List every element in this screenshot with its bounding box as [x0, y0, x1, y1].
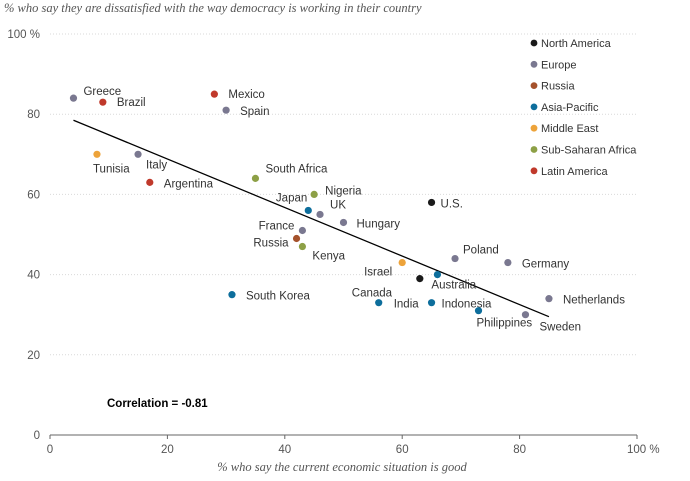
x-tick-label: 60	[396, 444, 409, 456]
point-label-argentina: Argentina	[164, 178, 214, 190]
point-germany	[504, 258, 512, 267]
point-label-sweden: Sweden	[539, 322, 581, 334]
point-label-japan: Japan	[276, 192, 307, 204]
point-netherlands	[545, 295, 553, 303]
y-tick-label: 40	[27, 270, 40, 282]
point-brazil	[99, 98, 107, 106]
legend-label-russia: Russia	[541, 81, 576, 93]
point-australia	[433, 271, 442, 279]
y-tick-label: 80	[27, 109, 40, 121]
legend-marker-europe	[530, 60, 538, 68]
point-india	[375, 299, 383, 307]
point-label-indonesia: Indonesia	[442, 299, 492, 311]
point-philippines	[474, 307, 483, 315]
point-label-hungary: Hungary	[357, 218, 401, 230]
point-france	[298, 226, 307, 235]
point-south-korea	[228, 291, 236, 299]
legend-label-europe: Europe	[541, 59, 576, 71]
point-indonesia	[427, 299, 436, 307]
point-label-south-africa: South Africa	[265, 163, 328, 175]
legend: North America Europe Russia Asia-Pacific Mid…	[530, 38, 637, 178]
point-label-india: India	[394, 299, 420, 311]
y-axis: 0 20 40 60 80 100 %	[7, 29, 637, 442]
point-u-s	[427, 198, 436, 207]
point-label-israel: Israel	[364, 267, 392, 279]
point-canada	[416, 275, 424, 283]
legend-label-north-america: North America	[541, 38, 612, 50]
trendline	[73, 119, 550, 318]
point-poland	[451, 254, 459, 263]
point-label-australia: Australia	[431, 280, 476, 292]
x-tick-label: 80	[513, 444, 526, 456]
point-japan	[304, 206, 312, 215]
point-israel	[398, 258, 406, 267]
point-mexico	[210, 90, 218, 98]
x-axis-title: % who say the current economic situation…	[217, 460, 467, 474]
point-label-kenya: Kenya	[312, 251, 345, 263]
point-nigeria	[310, 190, 318, 198]
point-south-africa	[251, 174, 260, 182]
point-label-south-korea: South Korea	[246, 291, 311, 303]
y-tick-label: 0	[34, 430, 40, 442]
point-label-spain: Spain	[240, 106, 269, 118]
point-argentina	[146, 178, 154, 186]
legend-label-middle-east: Middle East	[541, 123, 598, 135]
point-label-italy: Italy	[146, 159, 167, 171]
point-label-uk: UK	[330, 199, 346, 211]
point-label-germany: Germany	[522, 259, 570, 271]
point-spain	[222, 106, 230, 114]
legend-label-latin-america: Latin America	[541, 166, 609, 178]
point-russia	[292, 234, 301, 243]
point-uk	[316, 210, 324, 219]
legend-marker-russia	[530, 82, 538, 89]
x-tick-label: 0	[47, 444, 53, 456]
legend-marker-latin-america	[530, 167, 538, 175]
point-label-brazil: Brazil	[117, 97, 146, 109]
y-tick-label: 60	[27, 189, 40, 201]
point-label-netherlands: Netherlands	[563, 295, 625, 307]
point-label-canada: Canada	[352, 288, 393, 300]
point-greece	[69, 94, 78, 102]
x-axis: 0 20 40 60 80 100 %	[47, 434, 660, 456]
chart-title: % who say they are dissatisfied with the…	[4, 1, 422, 15]
y-tick-label: 100 %	[7, 29, 40, 41]
point-kenya	[298, 242, 307, 251]
point-label-greece: Greece	[83, 86, 121, 98]
point-label-u-s: U.S.	[441, 198, 463, 210]
point-label-tunisia: Tunisia	[93, 163, 130, 175]
legend-marker-middle-east	[530, 124, 538, 132]
point-tunisia	[93, 150, 101, 158]
legend-marker-north-america	[530, 39, 538, 47]
correlation-label: Correlation = -0.81	[107, 398, 208, 410]
x-tick-label: 20	[161, 444, 174, 456]
legend-marker-asia-pacific	[530, 103, 538, 111]
point-label-nigeria: Nigeria	[325, 185, 362, 197]
point-label-russia: Russia	[253, 238, 289, 250]
legend-label-sub-saharan-africa: Sub-Saharan Africa	[541, 145, 637, 157]
point-label-poland: Poland	[463, 245, 499, 257]
x-tick-label: 40	[278, 444, 291, 456]
point-label-mexico: Mexico	[228, 89, 264, 101]
legend-label-asia-pacific: Asia-Pacific	[541, 102, 599, 114]
legend-marker-sub-saharan-africa	[530, 146, 538, 153]
point-label-france: France	[259, 220, 295, 232]
point-sweden	[521, 311, 530, 319]
point-hungary	[339, 218, 348, 227]
y-tick-label: 20	[27, 350, 40, 362]
x-tick-label: 100 %	[627, 444, 660, 456]
point-italy	[134, 150, 142, 158]
point-label-philippines: Philippines	[477, 318, 533, 330]
